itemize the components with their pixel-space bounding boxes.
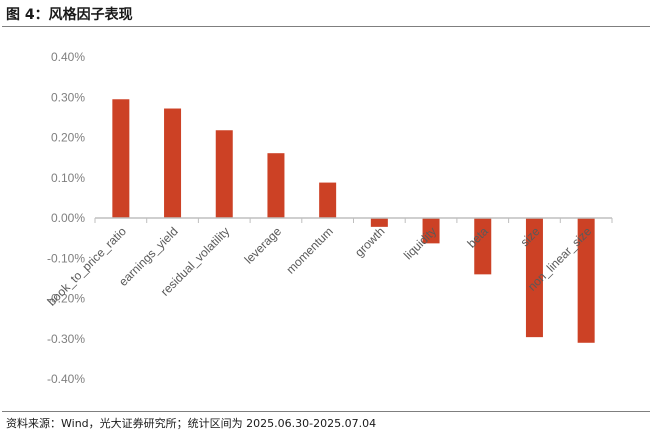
y-tick-label: -0.20%	[47, 292, 85, 306]
bars-group	[112, 99, 595, 343]
bottom-rule	[2, 411, 650, 412]
top-rule	[2, 26, 650, 27]
bar-liquidity	[422, 218, 440, 244]
bar-non-linear-size	[577, 218, 595, 343]
y-tick-label: 0.00%	[51, 211, 85, 225]
y-axis-ticks: 0.40% 0.30% 0.20% 0.10% 0.00% -0.10% -0.20% -0.…	[47, 50, 85, 386]
y-tick-label: -0.10%	[47, 251, 85, 265]
bar-book-to-price-ratio	[112, 99, 130, 218]
category-labels: book_to_price_ratioearnings_yieldresidua…	[45, 224, 595, 309]
bar-beta	[474, 218, 492, 275]
category-label: momentum	[283, 224, 335, 276]
figure-title: 图 4：风格因子表现	[6, 7, 133, 23]
y-tick-label: 0.30%	[51, 90, 85, 104]
source-note: 资料来源：Wind，光大证券研究所；统计区间为 2025.06.30-2025.…	[6, 417, 377, 430]
x-axis-tick-marks	[94, 218, 613, 223]
bar-chart: 0.40% 0.30% 0.20% 0.10% 0.00% -0.10% -0.20% -0.…	[45, 50, 613, 386]
y-tick-label: 0.40%	[51, 50, 85, 64]
bar-momentum	[319, 182, 337, 218]
y-tick-label: -0.30%	[47, 332, 85, 346]
y-tick-label: 0.10%	[51, 171, 85, 185]
category-label: growth	[352, 224, 387, 259]
bar-residual-volatility	[215, 130, 233, 218]
category-label: leverage	[242, 224, 285, 267]
category-label: book_to_price_ratio	[45, 224, 130, 309]
bar-size	[525, 218, 543, 338]
y-tick-label: -0.40%	[47, 372, 85, 386]
bar-leverage	[267, 153, 285, 218]
bar-growth	[370, 218, 388, 227]
y-tick-label: 0.20%	[51, 131, 85, 145]
bar-earnings-yield	[164, 108, 182, 218]
